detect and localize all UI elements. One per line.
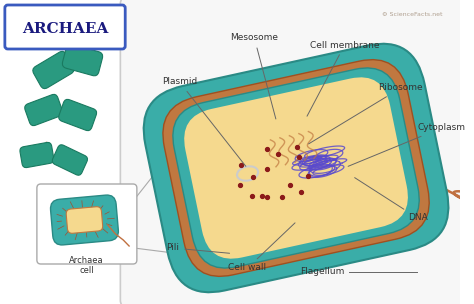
Text: ⚙ ScienceFacts.net: ⚙ ScienceFacts.net: [383, 12, 443, 16]
FancyBboxPatch shape: [163, 60, 429, 276]
FancyBboxPatch shape: [37, 184, 137, 264]
FancyBboxPatch shape: [52, 145, 88, 175]
FancyBboxPatch shape: [59, 99, 97, 131]
Text: Cell membrane: Cell membrane: [307, 40, 379, 116]
Text: Flagellum: Flagellum: [300, 268, 345, 277]
FancyBboxPatch shape: [25, 94, 63, 126]
FancyBboxPatch shape: [144, 44, 448, 292]
Text: ARCHAEA: ARCHAEA: [22, 22, 108, 36]
FancyBboxPatch shape: [63, 44, 103, 76]
Text: DNA: DNA: [355, 178, 428, 223]
Text: Cell wall: Cell wall: [228, 223, 295, 272]
FancyBboxPatch shape: [20, 142, 54, 168]
Text: Ribosome: Ribosome: [309, 84, 423, 144]
FancyBboxPatch shape: [173, 68, 419, 268]
Text: Pili: Pili: [166, 244, 229, 253]
Text: Cytoplasm: Cytoplasm: [348, 123, 465, 166]
FancyBboxPatch shape: [66, 207, 103, 233]
Text: Mesosome: Mesosome: [230, 33, 278, 119]
FancyBboxPatch shape: [184, 77, 408, 259]
Text: Archaea
cell: Archaea cell: [69, 256, 104, 275]
FancyBboxPatch shape: [33, 51, 74, 89]
FancyBboxPatch shape: [51, 195, 118, 245]
FancyBboxPatch shape: [120, 0, 463, 304]
Text: Plasmid: Plasmid: [162, 78, 246, 166]
FancyBboxPatch shape: [5, 5, 125, 49]
